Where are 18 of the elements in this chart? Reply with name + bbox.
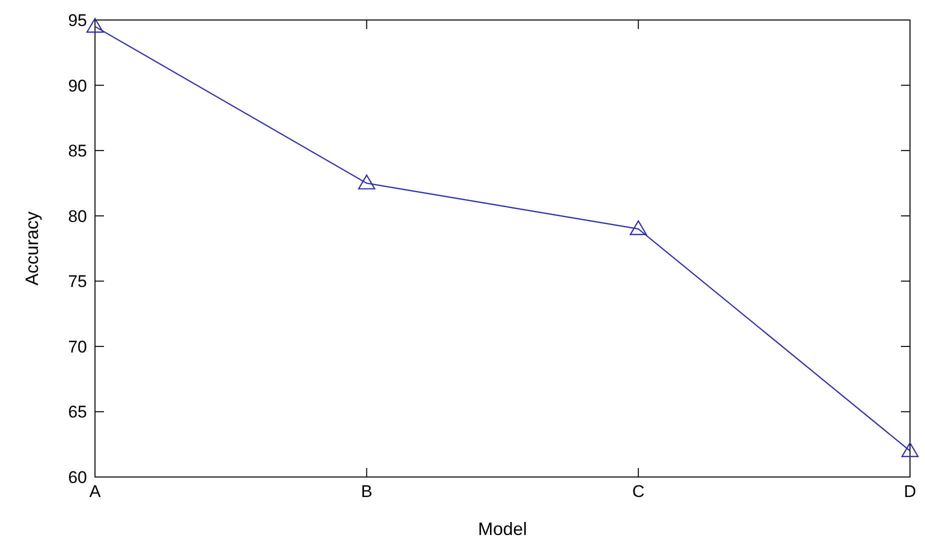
point bbox=[86, 18, 104, 33]
y-tick-label: 60 bbox=[68, 468, 87, 487]
point bbox=[630, 220, 647, 236]
point bbox=[358, 174, 376, 190]
y-tick-label: 65 bbox=[68, 402, 87, 422]
x-tick-label: B bbox=[360, 482, 372, 501]
x-axis-title: Model bbox=[478, 519, 528, 539]
x-tick-label: D bbox=[904, 482, 916, 501]
x-tick-label: C bbox=[632, 482, 644, 501]
y-tick-label: 85 bbox=[68, 142, 87, 161]
y-tick-label: 90 bbox=[68, 76, 87, 96]
y-tick-label: 80 bbox=[68, 206, 87, 226]
y-tick-label: 95 bbox=[68, 11, 87, 30]
y-tick-label: 75 bbox=[68, 272, 87, 292]
y-tick-label: 70 bbox=[68, 337, 87, 356]
x-tick-label: A bbox=[89, 482, 102, 501]
point bbox=[901, 442, 919, 458]
y-axis-title: Accuracy bbox=[22, 211, 42, 286]
